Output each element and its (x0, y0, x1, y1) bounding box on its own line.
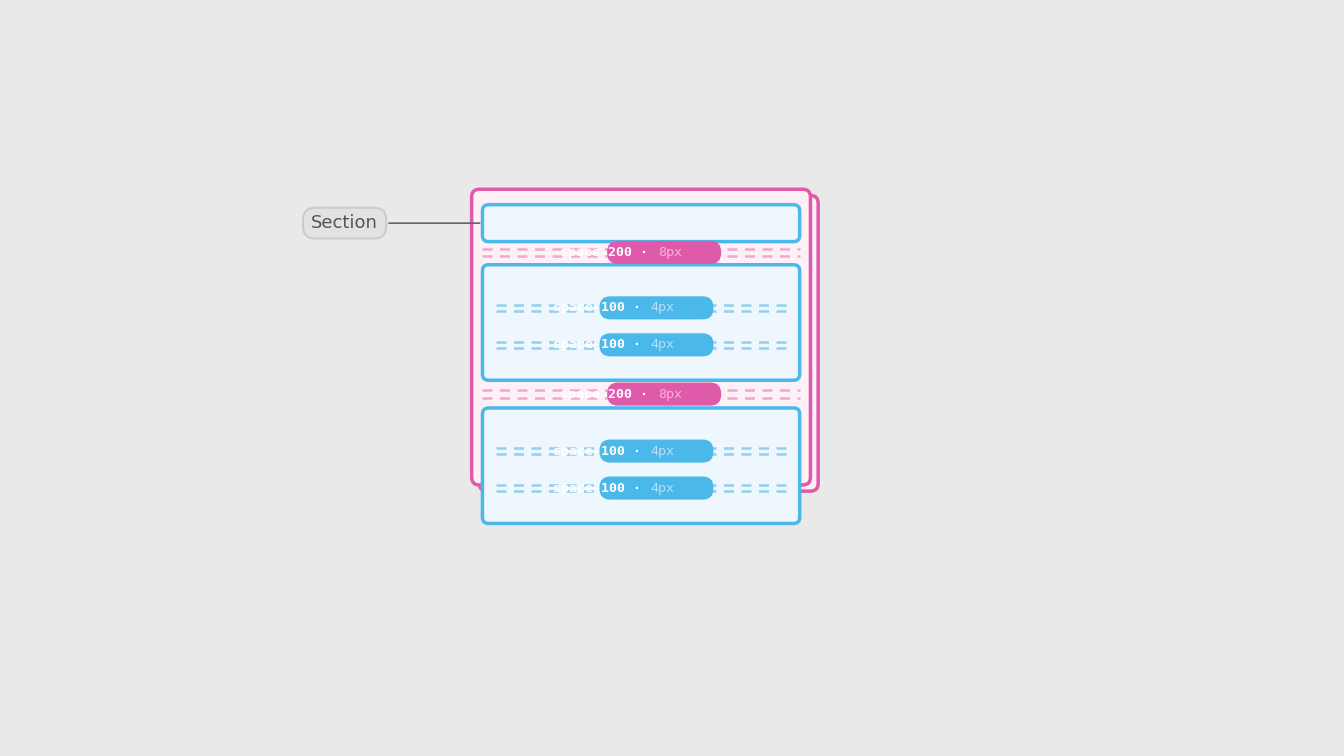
FancyBboxPatch shape (480, 196, 818, 491)
Text: space-100 ·: space-100 · (552, 302, 649, 314)
FancyBboxPatch shape (607, 241, 722, 264)
FancyBboxPatch shape (599, 296, 714, 319)
FancyBboxPatch shape (482, 408, 800, 523)
Text: Section: Section (312, 214, 378, 232)
Text: space-100 ·: space-100 · (552, 482, 649, 494)
FancyBboxPatch shape (482, 205, 800, 242)
FancyBboxPatch shape (599, 439, 714, 463)
Text: 4px: 4px (650, 339, 675, 352)
Text: 4px: 4px (650, 445, 675, 457)
Text: space-100 ·: space-100 · (552, 339, 649, 352)
Text: space-100 ·: space-100 · (552, 445, 649, 457)
FancyBboxPatch shape (472, 189, 810, 485)
FancyBboxPatch shape (302, 208, 386, 239)
FancyBboxPatch shape (482, 265, 800, 380)
Text: 4px: 4px (650, 302, 675, 314)
FancyBboxPatch shape (607, 383, 722, 406)
Text: 8px: 8px (659, 246, 681, 259)
FancyBboxPatch shape (599, 333, 714, 356)
Text: 4px: 4px (650, 482, 675, 494)
Text: space-200 ·: space-200 · (560, 246, 656, 259)
FancyBboxPatch shape (599, 476, 714, 500)
Text: space-200 ·: space-200 · (560, 388, 656, 401)
Text: 8px: 8px (659, 388, 681, 401)
